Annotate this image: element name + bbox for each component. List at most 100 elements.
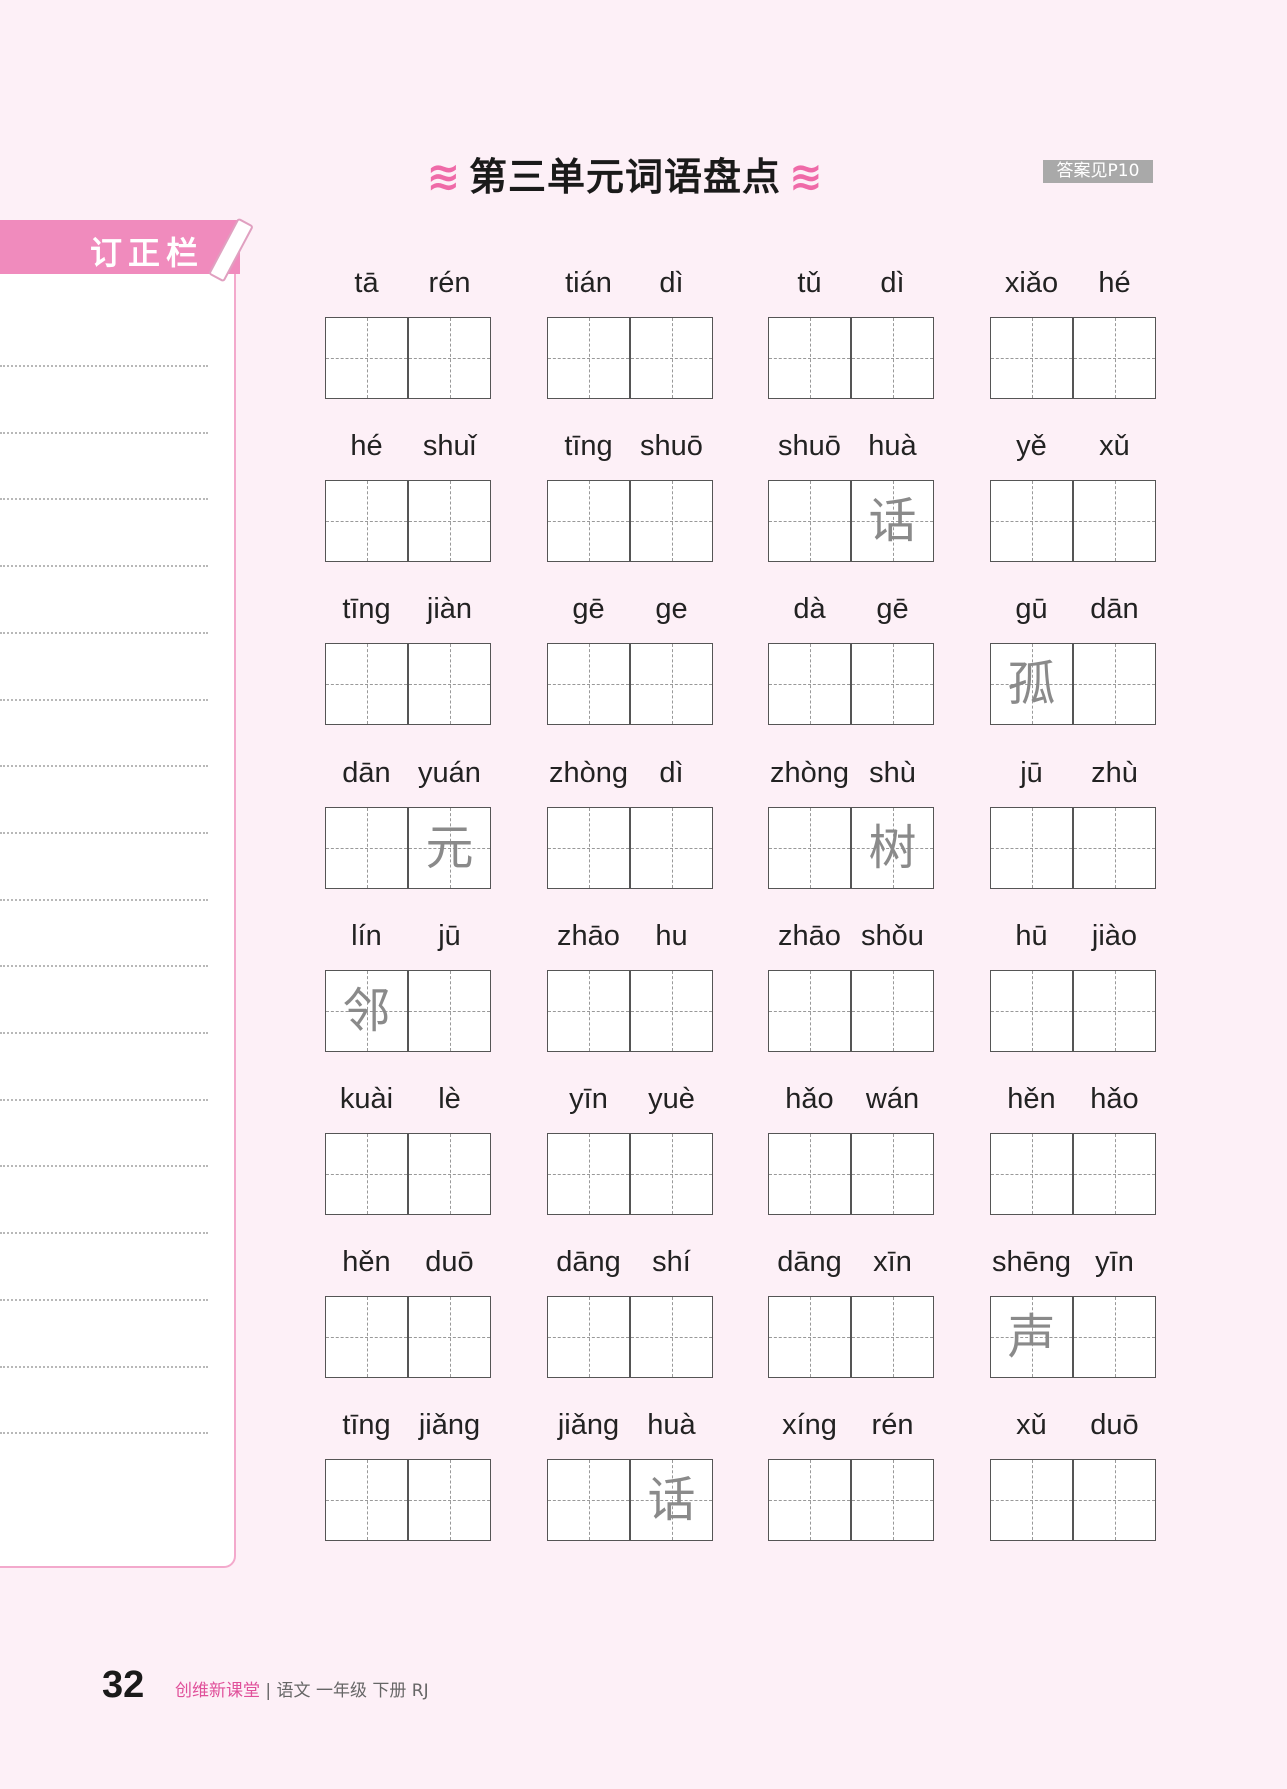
character-writing-box[interactable] xyxy=(990,317,1073,399)
pinyin-label: hu xyxy=(655,919,688,952)
character-writing-box[interactable] xyxy=(1073,1459,1156,1542)
pinyin-label: kuài xyxy=(339,1083,394,1115)
character-writing-box[interactable] xyxy=(325,643,408,726)
guide-line xyxy=(991,1174,1072,1175)
character-writing-box[interactable] xyxy=(768,969,851,1052)
character-writing-box[interactable] xyxy=(325,1459,408,1542)
pinyin-label: xīn xyxy=(873,1246,912,1279)
pinyin-label: dān xyxy=(1090,593,1139,626)
character-writing-box[interactable]: 声 xyxy=(990,1296,1073,1379)
character-writing-box[interactable] xyxy=(408,969,491,1052)
character-writing-box[interactable] xyxy=(990,969,1073,1052)
answer-reference-badge: 答案见P10 xyxy=(1043,160,1153,183)
guide-line xyxy=(852,1500,933,1502)
hint-character xyxy=(1074,318,1155,398)
character-writing-box[interactable] xyxy=(1073,643,1156,726)
character-writing-box[interactable] xyxy=(408,643,491,726)
character-writing-box[interactable]: 话 xyxy=(630,1459,713,1542)
hint-character: 孤 xyxy=(1007,656,1056,713)
character-writing-box[interactable] xyxy=(547,643,630,726)
guide-line xyxy=(991,521,1072,523)
hint-character xyxy=(409,318,490,398)
character-writing-box[interactable] xyxy=(768,1459,851,1542)
character-writing-box[interactable] xyxy=(408,1296,491,1379)
hint-character xyxy=(548,808,629,888)
character-writing-box[interactable] xyxy=(630,1296,713,1379)
pinyin-label: duō xyxy=(425,1246,474,1279)
character-writing-box[interactable] xyxy=(851,1133,934,1215)
guide-line xyxy=(548,847,629,849)
character-writing-box[interactable] xyxy=(851,1296,934,1379)
character-writing-box[interactable] xyxy=(630,643,713,726)
correction-label: 订正栏 xyxy=(90,234,205,272)
pinyin-label: tián xyxy=(565,267,612,299)
character-writing-box[interactable] xyxy=(325,806,408,889)
hint-character xyxy=(326,1134,407,1214)
character-writing-box[interactable] xyxy=(990,1459,1073,1542)
character-writing-box[interactable] xyxy=(325,317,408,399)
character-writing-box[interactable] xyxy=(547,480,630,563)
character-writing-box[interactable] xyxy=(851,969,934,1052)
hint-character xyxy=(1074,1460,1155,1540)
character-writing-box[interactable] xyxy=(547,1133,630,1215)
character-writing-box[interactable] xyxy=(547,317,630,399)
character-writing-box[interactable] xyxy=(851,1459,934,1542)
footer-subject: 语文 一年级 下册 RJ xyxy=(276,1681,429,1701)
character-writing-box[interactable] xyxy=(1073,969,1156,1052)
character-writing-box[interactable] xyxy=(768,806,851,889)
pinyin-label: yīn xyxy=(569,1083,608,1115)
character-writing-box[interactable] xyxy=(768,643,851,726)
character-writing-box[interactable] xyxy=(325,480,408,563)
character-writing-box[interactable]: 话 xyxy=(851,480,934,563)
hint-character: 邻 xyxy=(342,982,391,1039)
character-writing-box[interactable] xyxy=(1073,317,1156,399)
character-writing-box[interactable] xyxy=(325,1296,408,1379)
pinyin-label: gū xyxy=(1015,593,1048,626)
hint-character xyxy=(631,1134,712,1214)
character-writing-box[interactable] xyxy=(1073,1133,1156,1215)
character-writing-box[interactable] xyxy=(547,969,630,1052)
character-writing-box[interactable] xyxy=(630,969,713,1052)
character-writing-box[interactable] xyxy=(408,480,491,563)
character-writing-box[interactable]: 孤 xyxy=(990,643,1073,726)
character-writing-box[interactable] xyxy=(1073,480,1156,563)
character-writing-box[interactable] xyxy=(630,1133,713,1215)
character-writing-box[interactable] xyxy=(768,1133,851,1215)
character-writing-box[interactable] xyxy=(408,1133,491,1215)
character-writing-box[interactable] xyxy=(768,1296,851,1379)
hint-character xyxy=(631,1297,712,1377)
character-writing-box[interactable] xyxy=(408,317,491,399)
pinyin-label: dān xyxy=(342,756,391,789)
character-writing-box[interactable] xyxy=(990,806,1073,889)
pinyin-label: rén xyxy=(428,267,471,299)
character-writing-box[interactable] xyxy=(990,1133,1073,1215)
character-writing-box[interactable] xyxy=(851,643,934,726)
character-writing-box[interactable] xyxy=(1073,1296,1156,1379)
guide-line xyxy=(409,1174,490,1175)
character-writing-box[interactable] xyxy=(630,806,713,889)
character-writing-box[interactable]: 元 xyxy=(408,806,491,889)
character-writing-box[interactable]: 树 xyxy=(851,806,934,889)
character-writing-box[interactable] xyxy=(768,480,851,563)
guide-line xyxy=(769,1500,850,1502)
character-writing-box[interactable] xyxy=(325,1133,408,1215)
character-writing-box[interactable] xyxy=(768,317,851,399)
character-writing-box[interactable] xyxy=(851,317,934,399)
guide-line xyxy=(548,1337,629,1339)
pinyin-label: shuō xyxy=(778,430,841,463)
character-writing-box[interactable]: 邻 xyxy=(325,969,408,1052)
character-writing-box[interactable] xyxy=(547,806,630,889)
character-writing-box[interactable] xyxy=(547,1459,630,1542)
pinyin-label: jū xyxy=(438,919,461,952)
hint-character xyxy=(631,808,712,888)
character-writing-box[interactable] xyxy=(547,1296,630,1379)
pinyin-label: zhāo xyxy=(778,919,841,952)
character-writing-box[interactable] xyxy=(990,480,1073,563)
character-writing-box[interactable] xyxy=(1073,806,1156,889)
hint-character xyxy=(769,1134,850,1214)
character-writing-box[interactable] xyxy=(630,317,713,399)
character-writing-box[interactable] xyxy=(408,1459,491,1542)
hint-character xyxy=(1074,1297,1155,1377)
character-writing-box[interactable] xyxy=(630,480,713,563)
hint-character xyxy=(852,318,933,398)
